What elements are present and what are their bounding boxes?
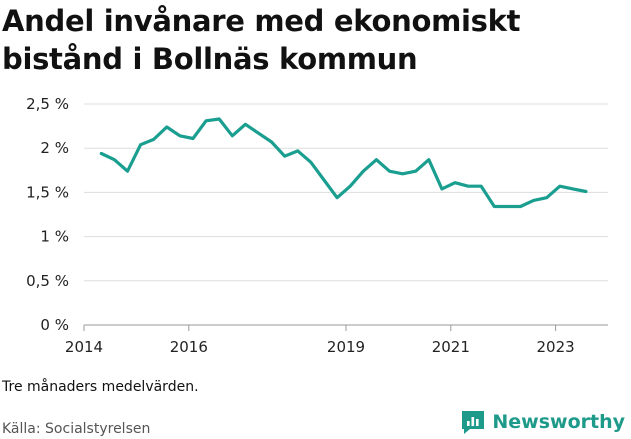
y-tick-label: 2,5 % xyxy=(26,95,69,113)
series-layer xyxy=(99,117,588,209)
y-tick-label: 2 % xyxy=(40,139,69,157)
chart-title: Andel invånare med ekonomiskt bistånd i … xyxy=(2,4,521,76)
x-tick-label: 2014 xyxy=(65,338,103,356)
x-tick-label: 2019 xyxy=(327,338,365,356)
x-axis: 2014 2016 2019 2021 2023 xyxy=(65,325,575,356)
x-tick-label: 2016 xyxy=(170,338,208,356)
brand-name: Newsworthy xyxy=(492,411,625,433)
source-text: Källa: Socialstyrelsen xyxy=(2,421,151,437)
x-tick-label: 2021 xyxy=(432,338,470,356)
y-tick-label: 1,5 % xyxy=(26,183,69,201)
series-line xyxy=(99,117,588,209)
grid-lines xyxy=(84,103,608,326)
x-tick-label: 2023 xyxy=(537,338,575,356)
y-tick-label: 0,5 % xyxy=(26,272,69,290)
chart-note: Tre månaders medelvärden. xyxy=(2,379,199,395)
y-tick-label: 1 % xyxy=(40,228,69,246)
y-tick-label: 0 % xyxy=(40,316,69,334)
y-axis-ticks: 0 % 0,5 % 1 % 1,5 % 2 % 2,5 % xyxy=(26,95,69,334)
newsworthy-logo-icon xyxy=(462,411,485,434)
brand-logo[interactable]: Newsworthy xyxy=(460,409,625,435)
